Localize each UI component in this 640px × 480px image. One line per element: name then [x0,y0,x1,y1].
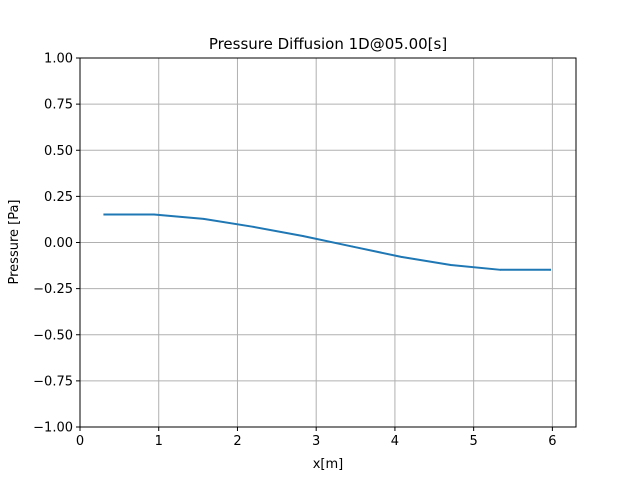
data-point [103,213,106,216]
x-tick-label: 0 [76,434,84,449]
x-tick-label: 1 [155,434,163,449]
y-axis: 1.00 0.75 0.50 0.25 0.00 −0.25 −0.50 −0.75 −1.00 [33,52,80,436]
data-point [449,264,452,266]
y-tick-label: 0.50 [44,144,73,159]
data-point [153,213,155,216]
series-layer [103,213,552,271]
data-point [252,225,255,228]
x-tick-label: 3 [312,434,320,449]
y-tick-label: 0.75 [44,98,73,113]
y-axis-label: Pressure [Pa] [7,199,22,284]
y-tick-label: −0.50 [33,328,73,343]
chart-title: Pressure Diffusion 1D@05.00[s] [209,35,447,53]
data-point [351,245,354,248]
x-tick-label: 4 [391,434,399,449]
data-point [400,255,403,258]
data-point [301,235,304,237]
y-tick-label: −1.00 [33,421,73,436]
data-point [202,217,205,220]
data-point [499,268,502,271]
x-tick-label: 6 [548,434,556,449]
x-tick-label: 2 [233,434,241,449]
y-tick-label: −0.75 [33,374,73,389]
series-line-pressure [103,213,552,271]
x-tick-label: 5 [470,434,478,449]
x-axis: 0 1 2 3 4 5 6 [76,427,557,449]
x-axis-label: x[m] [313,457,344,472]
y-tick-label: −0.25 [33,282,73,297]
y-tick-label: 1.00 [44,52,73,67]
y-tick-label: 0.25 [44,190,73,205]
data-point [549,268,551,271]
y-tick-label: 0.00 [44,236,73,251]
